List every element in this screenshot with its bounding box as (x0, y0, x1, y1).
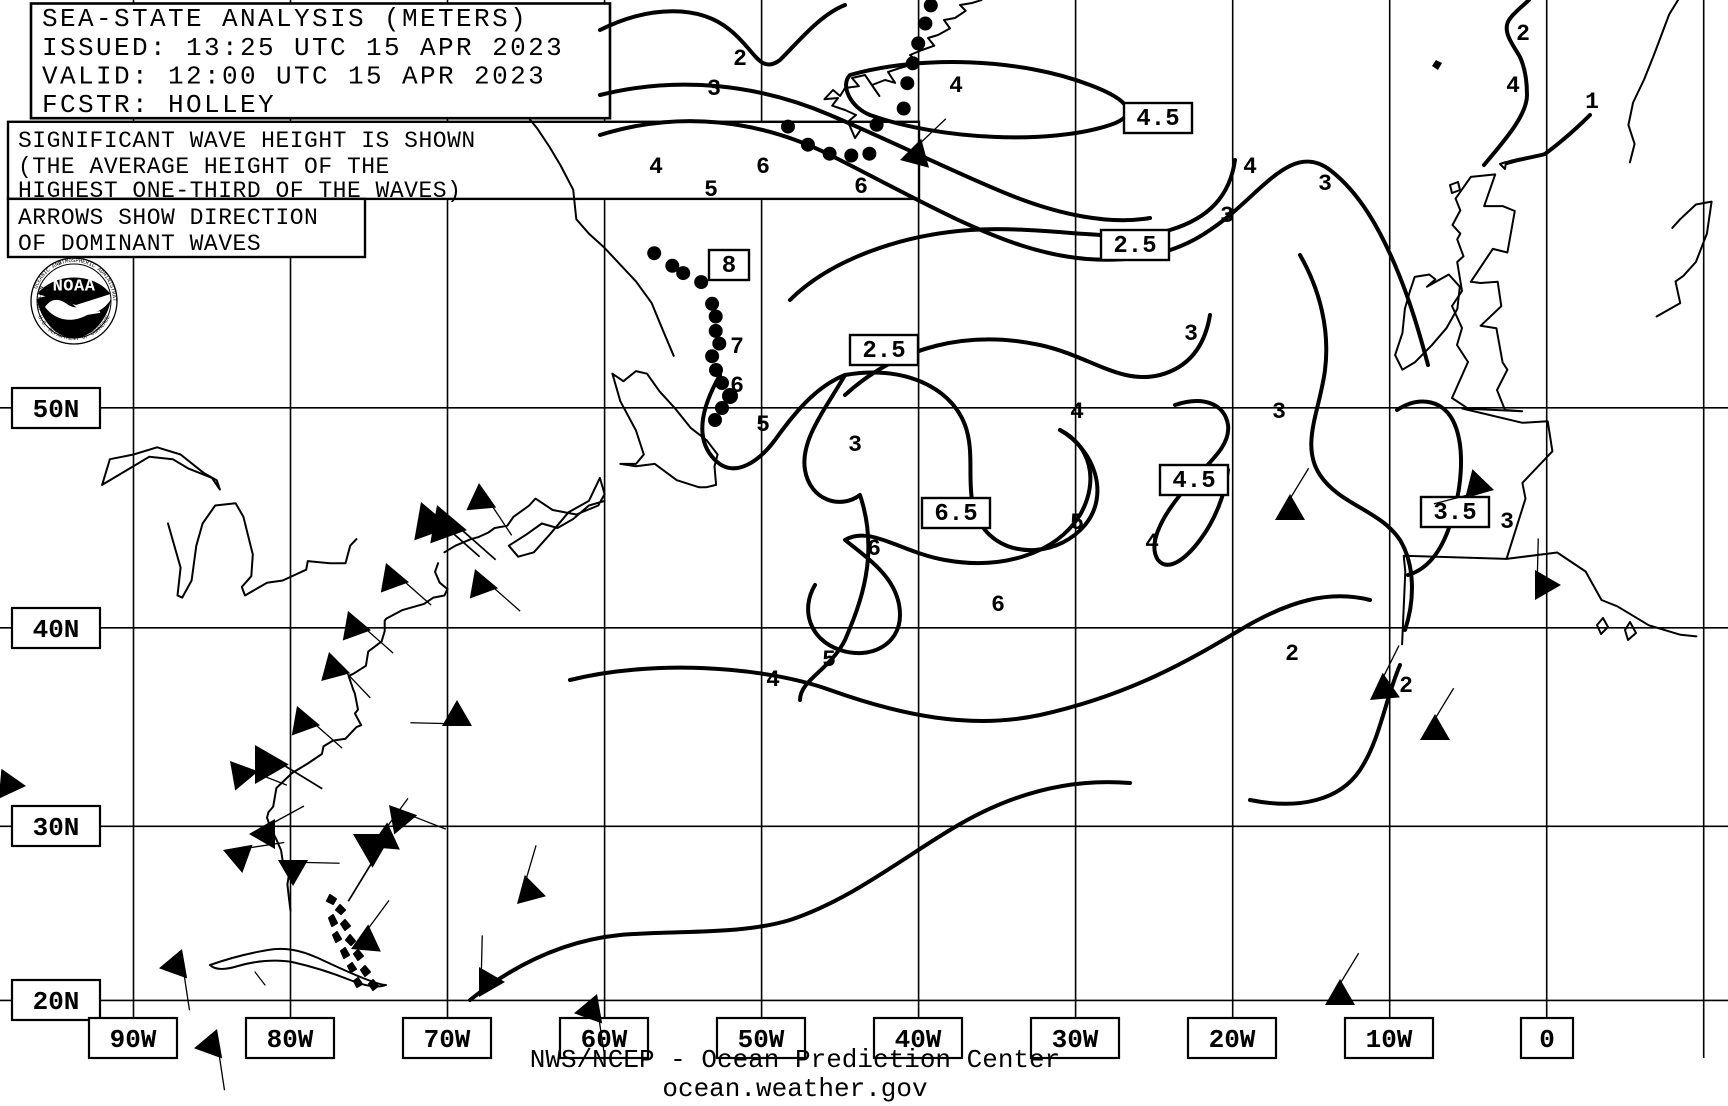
svg-text:30N: 30N (33, 813, 80, 843)
svg-text:6: 6 (756, 154, 770, 180)
svg-text:6: 6 (867, 536, 881, 562)
svg-text:FCSTR: HOLLEY: FCSTR: HOLLEY (42, 90, 276, 120)
svg-text:2: 2 (733, 46, 747, 72)
svg-text:ocean.weather.gov: ocean.weather.gov (662, 1074, 927, 1104)
svg-text:3: 3 (707, 76, 721, 102)
svg-text:80W: 80W (267, 1025, 314, 1055)
svg-text:4: 4 (766, 667, 780, 693)
svg-text:1: 1 (1585, 89, 1599, 115)
svg-text:40N: 40N (33, 615, 80, 645)
svg-text:2: 2 (1399, 673, 1413, 699)
svg-text:90W: 90W (110, 1025, 157, 1055)
svg-text:4: 4 (1070, 399, 1084, 425)
svg-text:NOAA: NOAA (53, 278, 96, 297)
svg-text:2: 2 (1285, 641, 1299, 667)
svg-text:0: 0 (1539, 1025, 1555, 1055)
svg-text:4: 4 (1145, 530, 1159, 556)
svg-text:5: 5 (704, 177, 718, 203)
svg-text:3: 3 (1500, 509, 1514, 535)
svg-text:5: 5 (822, 647, 836, 673)
svg-text:2.5: 2.5 (862, 338, 905, 365)
svg-text:3: 3 (1318, 171, 1332, 197)
svg-text:7: 7 (730, 334, 744, 360)
svg-text:SEA-STATE ANALYSIS (METERS): SEA-STATE ANALYSIS (METERS) (42, 4, 528, 34)
svg-text:OF DOMINANT WAVES: OF DOMINANT WAVES (18, 231, 261, 257)
svg-text:4: 4 (1243, 154, 1257, 180)
svg-text:VALID: 12:00 UTC 15 APR 2023: VALID: 12:00 UTC 15 APR 2023 (42, 62, 546, 92)
svg-text:4: 4 (649, 154, 663, 180)
svg-text:10W: 10W (1366, 1025, 1413, 1055)
svg-text:NWS/NCEP - Ocean Prediction Ce: NWS/NCEP - Ocean Prediction Center (530, 1045, 1061, 1075)
svg-text:5: 5 (1070, 510, 1084, 536)
svg-text:20N: 20N (33, 987, 80, 1017)
svg-text:3: 3 (1272, 399, 1286, 425)
svg-text:4.5: 4.5 (1136, 106, 1179, 133)
svg-text:3.5: 3.5 (1433, 500, 1476, 527)
svg-text:6: 6 (991, 592, 1005, 618)
svg-text:70W: 70W (424, 1025, 471, 1055)
svg-text:4: 4 (1506, 73, 1520, 99)
svg-text:ISSUED: 13:25 UTC 15 APR 2023: ISSUED: 13:25 UTC 15 APR 2023 (42, 33, 564, 63)
svg-text:SIGNIFICANT WAVE HEIGHT IS SHO: SIGNIFICANT WAVE HEIGHT IS SHOWN (18, 128, 476, 154)
svg-text:20W: 20W (1209, 1025, 1256, 1055)
svg-text:3: 3 (848, 432, 862, 458)
svg-text:(THE AVERAGE HEIGHT OF THE: (THE AVERAGE HEIGHT OF THE (18, 154, 390, 180)
svg-text:2.5: 2.5 (1113, 233, 1156, 260)
svg-text:3: 3 (1220, 203, 1234, 229)
svg-text:5: 5 (756, 412, 770, 438)
svg-text:8: 8 (722, 253, 736, 280)
svg-text:6.5: 6.5 (934, 501, 977, 528)
svg-text:4: 4 (949, 73, 963, 99)
svg-text:6: 6 (854, 174, 868, 200)
svg-text:6: 6 (730, 373, 744, 399)
svg-text:2: 2 (1516, 21, 1530, 47)
svg-text:3: 3 (1184, 321, 1198, 347)
svg-text:50N: 50N (33, 395, 80, 425)
svg-text:4.5: 4.5 (1172, 468, 1215, 495)
svg-text:ARROWS SHOW DIRECTION: ARROWS SHOW DIRECTION (18, 205, 318, 231)
